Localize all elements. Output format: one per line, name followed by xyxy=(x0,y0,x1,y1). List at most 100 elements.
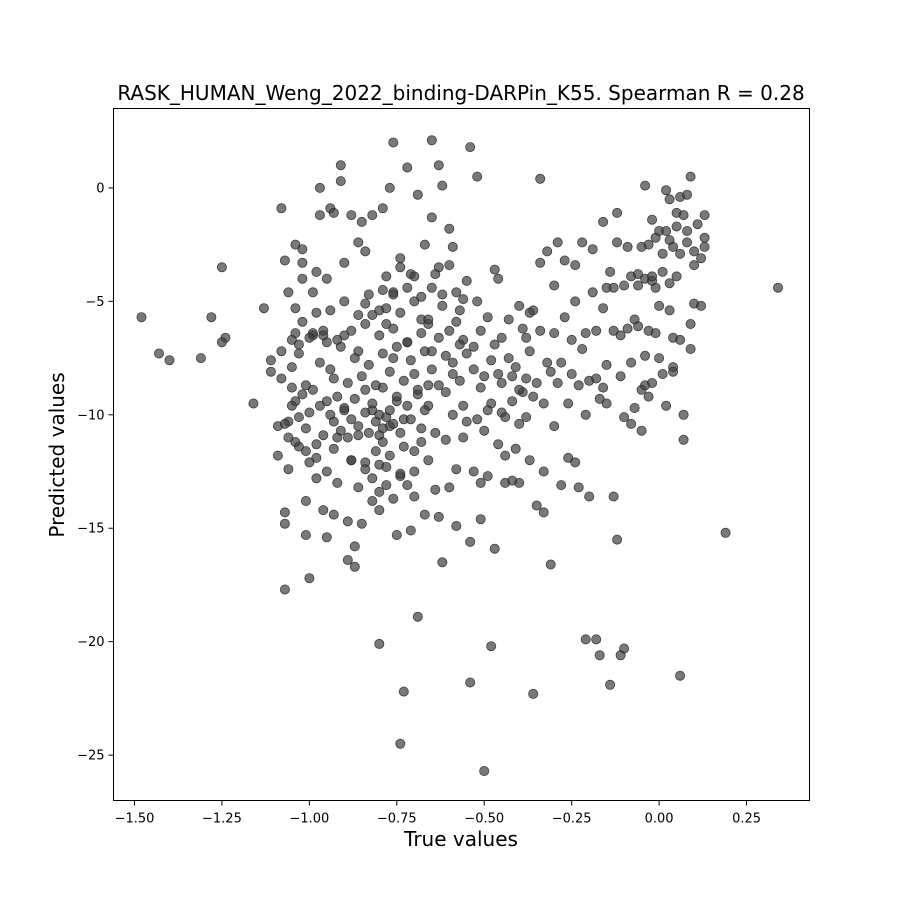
data-point xyxy=(353,309,364,320)
data-point xyxy=(608,491,619,502)
data-point xyxy=(363,427,374,438)
data-point xyxy=(433,160,444,171)
data-point xyxy=(164,355,175,366)
y-tick-label: −10 xyxy=(77,408,104,423)
data-point xyxy=(647,214,658,225)
data-point xyxy=(468,466,479,477)
data-point xyxy=(272,450,283,461)
data-point xyxy=(416,328,427,339)
data-point xyxy=(342,516,353,527)
data-point xyxy=(699,210,710,221)
data-point xyxy=(451,316,462,327)
data-point xyxy=(286,362,297,373)
data-point xyxy=(311,439,322,450)
data-point xyxy=(538,507,549,518)
chart-title: RASK_HUMAN_Weng_2022_binding-DARPin_K55.… xyxy=(117,81,804,105)
data-point xyxy=(664,305,675,316)
data-point xyxy=(458,432,469,443)
data-point xyxy=(279,418,290,429)
data-point xyxy=(482,312,493,323)
data-point xyxy=(542,246,553,257)
data-point xyxy=(451,287,462,298)
data-point xyxy=(528,688,539,699)
data-point xyxy=(265,366,276,377)
data-point xyxy=(493,368,504,379)
data-point xyxy=(402,480,413,491)
data-point xyxy=(696,300,707,311)
data-point xyxy=(685,343,696,354)
data-point xyxy=(353,482,364,493)
data-point xyxy=(342,555,353,566)
x-tick-label: −0.75 xyxy=(377,812,417,827)
data-point xyxy=(556,357,567,368)
data-point xyxy=(283,287,294,298)
data-point xyxy=(573,482,584,493)
data-point xyxy=(678,434,689,445)
data-point xyxy=(479,371,490,382)
data-point xyxy=(381,303,392,314)
data-point xyxy=(290,239,301,250)
data-point xyxy=(531,377,542,388)
data-point xyxy=(465,536,476,547)
data-point xyxy=(290,303,301,314)
x-tick-label: −1.50 xyxy=(115,812,155,827)
data-point xyxy=(566,334,577,345)
data-point xyxy=(416,423,427,434)
data-point xyxy=(216,262,227,273)
data-point xyxy=(545,366,556,377)
data-point xyxy=(405,414,416,425)
data-point xyxy=(314,210,325,221)
data-point xyxy=(384,405,395,416)
data-point xyxy=(437,289,448,300)
data-point xyxy=(685,318,696,329)
data-point xyxy=(328,373,339,384)
data-point xyxy=(486,355,497,366)
data-point xyxy=(283,432,294,443)
data-point xyxy=(409,466,420,477)
data-point xyxy=(300,530,311,541)
data-point xyxy=(426,364,437,375)
data-point xyxy=(409,446,420,457)
data-point xyxy=(594,650,605,661)
data-point xyxy=(524,307,535,318)
data-point xyxy=(395,253,406,264)
x-tick-label: −1.25 xyxy=(202,812,242,827)
data-point xyxy=(559,255,570,266)
data-point xyxy=(276,346,287,357)
data-point xyxy=(325,305,336,316)
data-point xyxy=(671,271,682,282)
data-point xyxy=(675,670,686,681)
data-point xyxy=(475,325,486,336)
data-point xyxy=(384,182,395,193)
data-point xyxy=(496,332,507,343)
data-point xyxy=(419,346,430,357)
data-point xyxy=(293,339,304,350)
data-point xyxy=(395,307,406,318)
data-point xyxy=(412,611,423,622)
data-point xyxy=(458,400,469,411)
y-tick-label: −20 xyxy=(77,635,104,650)
data-point xyxy=(349,393,360,404)
data-point xyxy=(286,382,297,393)
data-point xyxy=(475,382,486,393)
data-point xyxy=(430,269,441,280)
data-point xyxy=(503,314,514,325)
data-point xyxy=(433,380,444,391)
data-point xyxy=(507,371,518,382)
data-point xyxy=(612,534,623,545)
data-point xyxy=(461,348,472,359)
data-point xyxy=(339,402,350,413)
data-point xyxy=(440,434,451,445)
data-point xyxy=(395,427,406,438)
data-point xyxy=(423,380,434,391)
data-point xyxy=(605,266,616,277)
data-point xyxy=(668,366,679,377)
data-point xyxy=(699,232,710,243)
data-point xyxy=(636,425,647,436)
data-point xyxy=(405,525,416,536)
data-point xyxy=(430,484,441,495)
data-point xyxy=(580,634,591,645)
data-point xyxy=(360,464,371,475)
data-point xyxy=(598,382,609,393)
data-point xyxy=(626,357,637,368)
